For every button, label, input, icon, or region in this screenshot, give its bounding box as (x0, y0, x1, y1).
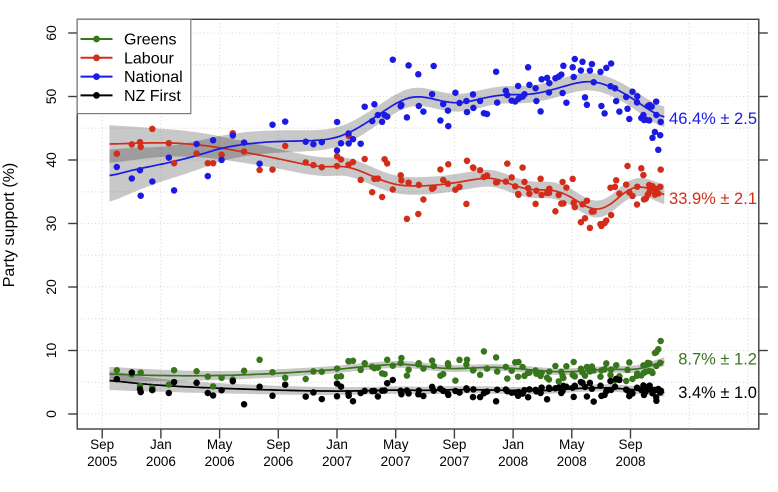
svg-text:Sep: Sep (442, 437, 466, 452)
svg-text:40: 40 (43, 152, 59, 168)
svg-text:50: 50 (43, 89, 59, 105)
svg-text:2007: 2007 (439, 454, 469, 469)
svg-text:2006: 2006 (263, 454, 293, 469)
svg-text:Party support (%): Party support (%) (1, 163, 18, 287)
svg-text:3.4% ± 1.0: 3.4% ± 1.0 (678, 384, 757, 402)
svg-text:46.4% ± 2.5: 46.4% ± 2.5 (669, 110, 757, 128)
svg-text:0: 0 (43, 410, 59, 418)
svg-text:May: May (207, 437, 233, 452)
svg-text:May: May (383, 437, 409, 452)
svg-text:Labour: Labour (124, 50, 174, 67)
svg-text:Jan: Jan (326, 437, 348, 452)
svg-text:30: 30 (43, 216, 59, 232)
svg-text:Sep: Sep (266, 437, 290, 452)
svg-text:Greens: Greens (124, 32, 176, 49)
svg-text:8.7% ± 1.2: 8.7% ± 1.2 (678, 350, 757, 368)
svg-text:10: 10 (43, 343, 59, 359)
svg-text:33.9% ± 2.1: 33.9% ± 2.1 (669, 190, 757, 208)
svg-text:2005: 2005 (87, 454, 117, 469)
svg-text:Jan: Jan (150, 437, 172, 452)
svg-text:2006: 2006 (205, 454, 235, 469)
svg-text:20: 20 (43, 279, 59, 295)
svg-text:2008: 2008 (557, 454, 587, 469)
svg-text:2006: 2006 (146, 454, 176, 469)
svg-text:NZ First: NZ First (124, 88, 181, 105)
svg-text:May: May (559, 437, 585, 452)
svg-text:2007: 2007 (381, 454, 411, 469)
svg-text:Sep: Sep (90, 437, 114, 452)
svg-text:Sep: Sep (618, 437, 642, 452)
svg-text:Jan: Jan (502, 437, 524, 452)
svg-text:60: 60 (43, 25, 59, 41)
svg-text:2008: 2008 (615, 454, 645, 469)
svg-text:2007: 2007 (322, 454, 352, 469)
svg-text:2008: 2008 (498, 454, 528, 469)
svg-text:National: National (124, 69, 183, 86)
